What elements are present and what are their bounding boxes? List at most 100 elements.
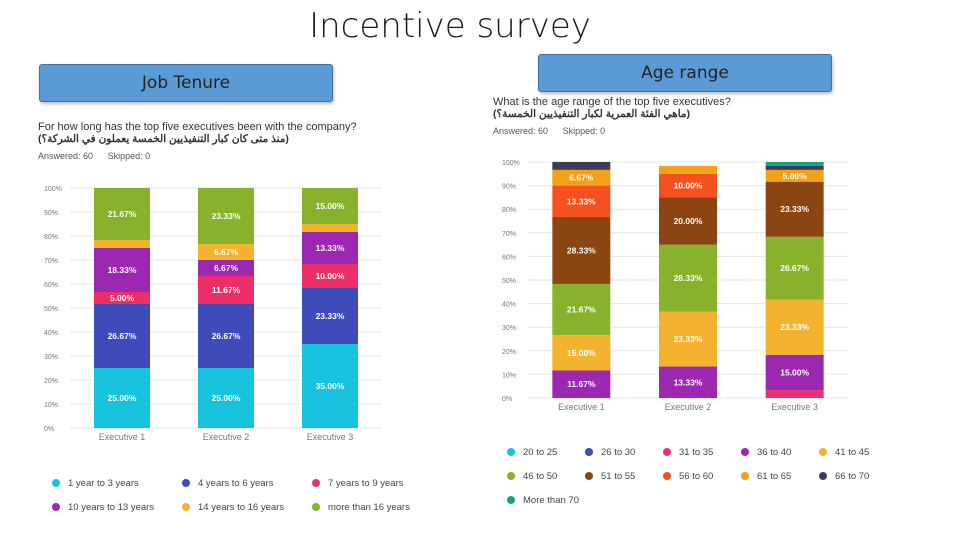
bar-segment-14-years-to-16-years — [94, 240, 150, 248]
data-label: 15.00% — [780, 367, 809, 377]
legend-dot — [507, 472, 515, 480]
x-tick-label: Executive 1 — [558, 402, 605, 412]
skipped-count: Skipped: 0 — [562, 126, 606, 136]
y-tick-label: 10% — [502, 372, 516, 379]
y-tick-label: 50% — [502, 278, 516, 285]
bar-segment-more-than-16-years — [198, 187, 254, 244]
data-label: 28.33% — [567, 245, 596, 255]
skipped-count: Skipped: 0 — [107, 151, 151, 161]
bar-segment-61-to-65 — [659, 165, 717, 174]
data-label: 35.00% — [316, 381, 345, 391]
legend-item-20-to-25: 20 to 25 — [507, 447, 557, 458]
bar-segment-51-to-55 — [765, 181, 824, 237]
legend-dot — [585, 448, 593, 456]
bar-segment-4-years-to-6-years — [198, 303, 254, 368]
data-label: 25.00% — [212, 393, 241, 403]
legend-dot — [52, 503, 60, 511]
data-label: 20.00% — [674, 216, 703, 226]
legend-label: 14 years to 16 years — [198, 502, 285, 513]
legend-item-14-years-to-16-years: 14 years to 16 years — [182, 502, 284, 513]
legend-dot — [312, 479, 320, 487]
legend-label: 51 to 55 — [601, 471, 636, 482]
legend-label: 56 to 60 — [679, 471, 714, 482]
legend-item-more-than-70: More than 70 — [507, 495, 579, 506]
bar-segment-36-to-40 — [659, 366, 717, 398]
bar-segment-1-year-to-3-years — [302, 344, 358, 428]
bar-segment-51-to-55 — [552, 217, 611, 284]
data-label: 23.33% — [316, 311, 345, 321]
data-label: 13.33% — [674, 377, 703, 387]
x-tick-label: Executive 3 — [771, 402, 818, 412]
legend-label: 26 to 30 — [601, 447, 636, 458]
data-label: 23.33% — [212, 211, 241, 221]
bar-segment-more-than-16-years — [94, 188, 150, 241]
data-label: 10.00% — [674, 181, 703, 191]
y-tick-label: 30% — [44, 354, 58, 361]
legend-label: 10 years to 13 years — [68, 502, 155, 513]
bar-segment-61-to-65 — [765, 169, 824, 182]
bar-segment-46-to-50 — [765, 236, 824, 300]
y-tick-label: 90% — [44, 210, 58, 217]
bar-segment-56-to-60 — [659, 173, 717, 198]
y-tick-label: 70% — [44, 258, 58, 265]
y-tick-label: 100% — [44, 186, 62, 193]
legend-item-26-to-30: 26 to 30 — [585, 447, 635, 458]
data-label: 6.67% — [569, 173, 594, 183]
bar-segment-36-to-40 — [552, 370, 611, 398]
bar-segment-61-to-65 — [552, 169, 611, 186]
data-label: 5.00% — [783, 171, 808, 181]
legend-label: 61 to 65 — [757, 471, 792, 482]
legend-label: 46 to 50 — [523, 471, 558, 482]
legend-label: 31 to 35 — [679, 447, 714, 458]
data-label: 23.33% — [780, 204, 809, 214]
data-label: 18.33% — [108, 265, 137, 275]
legend-label: more than 16 years — [328, 502, 410, 513]
legend-item-36-to-40: 36 to 40 — [741, 447, 791, 458]
legend-dot — [312, 503, 320, 511]
y-tick-label: 10% — [44, 402, 58, 409]
bar-segment-7-years-to-9-years — [302, 264, 358, 289]
bar-segment-46-to-50 — [552, 283, 611, 336]
bar-segment-10-years-to-13-years — [198, 259, 254, 276]
slide-title: Incentive survey — [309, 6, 591, 46]
y-tick-label: 80% — [44, 234, 58, 241]
bar-segment-56-to-60 — [552, 185, 611, 218]
job-tenure-legend: 1 year to 3 years 4 years to 6 years 7 yea… — [52, 478, 452, 518]
bar-segment-66-to-70 — [765, 165, 824, 170]
legend-item-31-to-35: 31 to 35 — [663, 447, 713, 458]
bar-segment-51-to-55 — [659, 197, 717, 245]
bar-segment-46-to-50 — [659, 244, 717, 312]
bar-segment-1-year-to-3-years — [198, 368, 254, 428]
y-tick-label: 20% — [44, 378, 58, 385]
y-tick-label: 20% — [502, 349, 516, 356]
data-label: 13.33% — [316, 243, 345, 253]
data-label: 13.33% — [567, 196, 596, 206]
data-label: 23.33% — [780, 322, 809, 332]
data-label: 11.67% — [567, 379, 596, 389]
answered-count: Answered: 60 — [493, 126, 549, 136]
y-tick-label: 60% — [502, 254, 516, 261]
bar-segment-36-to-40 — [765, 354, 824, 391]
answered-count: Answered: 60 — [38, 151, 94, 161]
legend-dot — [182, 503, 190, 511]
data-label: 26.67% — [780, 263, 809, 273]
bar-segment-31-to-35 — [765, 390, 824, 398]
legend-item-66-to-70: 66 to 70 — [819, 471, 869, 482]
legend-item-46-to-50: 46 to 50 — [507, 471, 557, 482]
age-range-legend: 20 to 25 26 to 30 31 to 35 36 to 40 41 to 45… — [507, 447, 907, 511]
job-tenure-response-counts: Answered: 60 Skipped: 0 — [38, 151, 162, 161]
y-tick-label: 40% — [44, 330, 58, 337]
bar-segment-41-to-45 — [552, 335, 611, 371]
age-range-question-arabic: (ماهي الفئة العمرية لكبار التنفيذيين الخ… — [493, 108, 691, 120]
data-label: 26.67% — [212, 331, 241, 341]
age-range-header: Age range — [538, 54, 832, 92]
y-tick-label: 50% — [44, 306, 58, 313]
data-label: 15.00% — [567, 348, 596, 358]
data-label: 11.67% — [212, 285, 241, 295]
bar-segment-7-years-to-9-years — [94, 291, 150, 304]
bar-segment-more-than-16-years — [302, 188, 358, 225]
legend-label: 20 to 25 — [523, 447, 558, 458]
x-tick-label: Executive 1 — [99, 432, 146, 442]
legend-item-4-years-to-6-years: 4 years to 6 years — [182, 478, 274, 489]
legend-item-51-to-55: 51 to 55 — [585, 471, 635, 482]
